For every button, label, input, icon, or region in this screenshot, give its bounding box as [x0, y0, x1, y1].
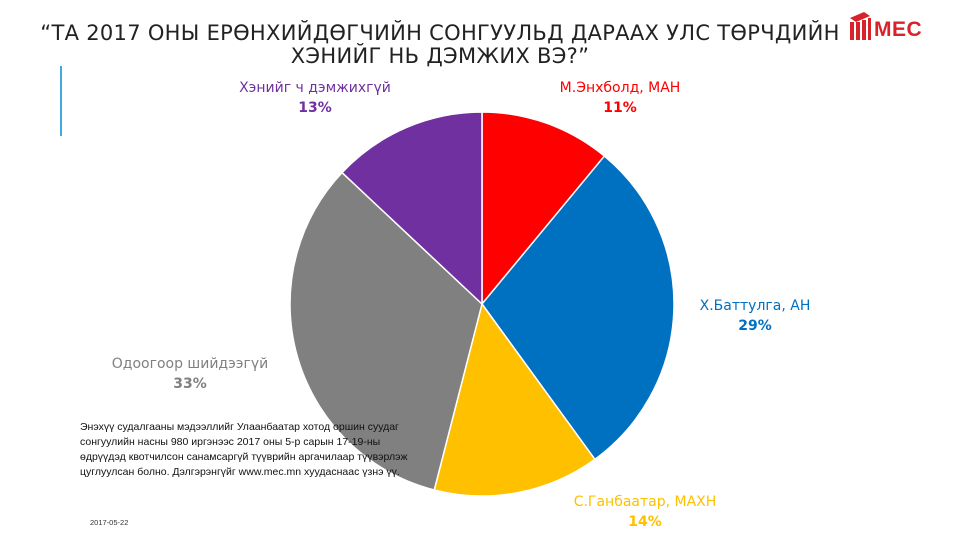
pie-slice-ganbaatar	[433, 302, 596, 497]
slice-percent: 29%	[738, 318, 772, 334]
pie-slice-battulga	[481, 155, 675, 461]
mec-logo-text: MEC	[874, 18, 923, 41]
slice-percent: 33%	[173, 376, 207, 392]
slide-date: 2017-05-22	[90, 518, 129, 527]
slice-name: Х.Баттулга, АН	[699, 298, 811, 314]
slice-percent: 14%	[628, 514, 662, 530]
slice-percent: 11%	[603, 100, 637, 116]
slice-name: М.Энхболд, МАН	[559, 80, 681, 96]
pie-slice-none	[340, 111, 483, 306]
slice-name: Одоогоор шийдээгүй	[111, 356, 269, 372]
slice-percent: 13%	[298, 100, 332, 116]
slice-label-enkhbold: М.Энхболд, МАН 11%	[530, 78, 710, 118]
mec-logo: MEC	[848, 12, 948, 46]
slice-name: С.Ганбаатар, МАХН	[573, 494, 717, 510]
pie-slice-enkhbold	[481, 111, 606, 307]
slice-label-battulga: Х.Баттулга, АН 29%	[665, 296, 845, 336]
mec-logo-icon	[850, 12, 871, 40]
slice-name: Хэнийг ч дэмжихгүй	[239, 80, 391, 96]
page-title: “ТА 2017 ОНЫ ЕРӨНХИЙДӨГЧИЙН СОНГУУЛЬД ДА…	[40, 21, 840, 68]
pie-slice-undecided	[289, 171, 483, 491]
slice-label-undecided: Одоогоор шийдээгүй 33%	[90, 354, 290, 394]
survey-note: Энэхүү судалгааны мэдээллийг Улаанбаатар…	[80, 421, 408, 478]
accent-line	[60, 66, 62, 136]
slice-label-none: Хэнийг ч дэмжихгүй 13%	[215, 78, 415, 118]
slice-label-ganbaatar: С.Ганбаатар, МАХН 14%	[545, 492, 745, 532]
